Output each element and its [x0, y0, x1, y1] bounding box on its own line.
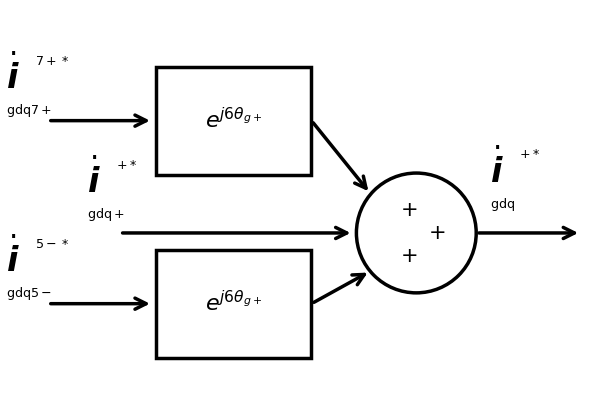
Text: $\dot{\boldsymbol{i}}$: $\dot{\boldsymbol{i}}$: [6, 238, 20, 280]
Text: $_{\mathrm{gdq}}$: $_{\mathrm{gdq}}$: [490, 196, 515, 213]
Text: $_{\mathrm{gdq5-}}$: $_{\mathrm{gdq5-}}$: [6, 285, 52, 303]
Text: $e^{j6\theta_{g+}}$: $e^{j6\theta_{g+}}$: [205, 291, 262, 316]
Text: $^{5-*}$: $^{5-*}$: [35, 240, 69, 258]
Text: $\dot{\boldsymbol{i}}$: $\dot{\boldsymbol{i}}$: [6, 55, 20, 97]
Text: $_{\mathrm{gdq+}}$: $_{\mathrm{gdq+}}$: [87, 206, 125, 224]
Ellipse shape: [356, 173, 476, 293]
Text: $\dot{\boldsymbol{i}}$: $\dot{\boldsymbol{i}}$: [490, 149, 504, 190]
Text: $_{\mathrm{gdq7+}}$: $_{\mathrm{gdq7+}}$: [6, 102, 52, 120]
Text: $\dot{\boldsymbol{i}}$: $\dot{\boldsymbol{i}}$: [87, 159, 101, 201]
Bar: [156, 67, 311, 175]
Text: +: +: [401, 246, 419, 266]
Text: $e^{j6\theta_{g+}}$: $e^{j6\theta_{g+}}$: [205, 108, 262, 133]
Text: +: +: [428, 223, 446, 243]
Text: $^{+*}$: $^{+*}$: [116, 161, 137, 179]
Text: $^{+*}$: $^{+*}$: [519, 150, 540, 168]
Text: +: +: [401, 200, 419, 220]
Bar: [156, 250, 311, 358]
Text: $^{7+*}$: $^{7+*}$: [35, 57, 69, 75]
